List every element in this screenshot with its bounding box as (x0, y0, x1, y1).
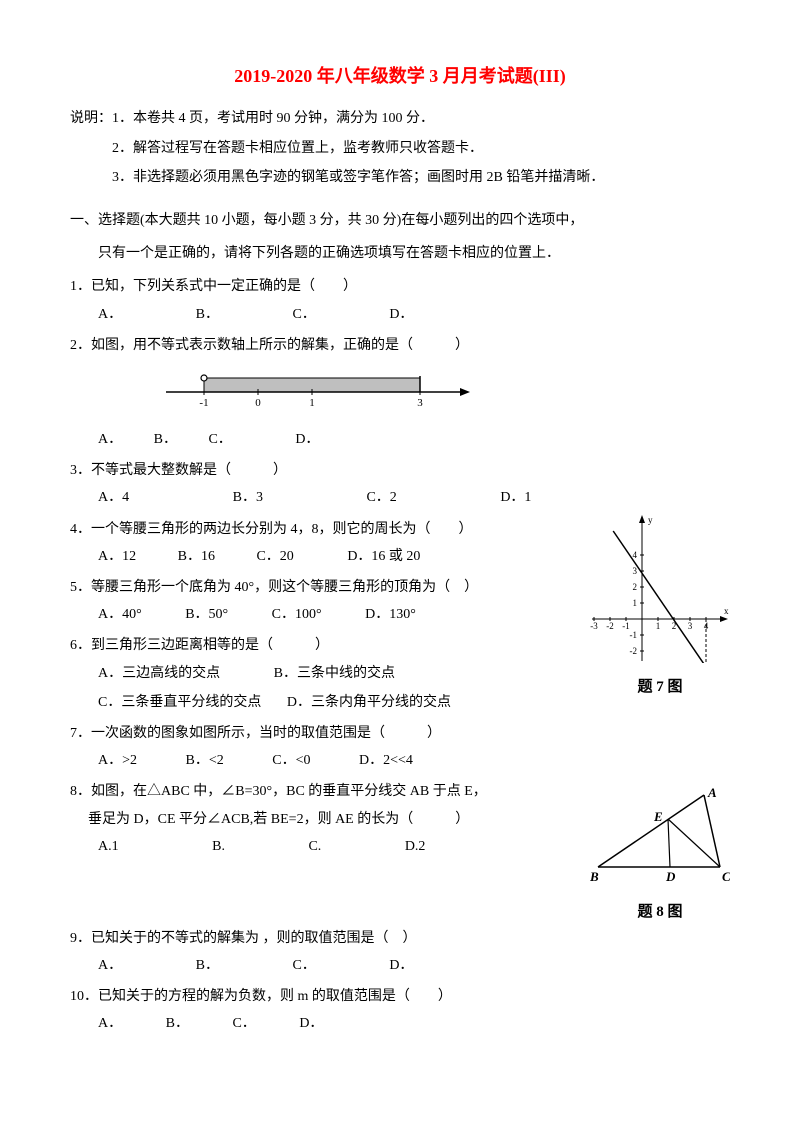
options: A．40° B．50° C．100° D．130° (70, 602, 730, 627)
options: A.1 B. C. D.2 (70, 834, 730, 859)
options: A． B． C． D． (70, 302, 730, 327)
options: A． B． C． D． (70, 427, 730, 452)
option-b: B． (166, 1011, 189, 1036)
option-c: C． (292, 302, 315, 327)
svg-text:C: C (722, 869, 730, 884)
question-text: 垂足为 D，CE 平分∠ACB,若 BE=2，则 AE 的长为（ ） (70, 807, 730, 832)
option-c: C．三条垂直平分线的交点 (98, 690, 261, 715)
option-d: D． (295, 427, 319, 452)
page-title: 2019-2020 年八年级数学 3 月月考试题(III) (70, 60, 730, 92)
option-d: D．三条内角平分线的交点 (287, 690, 451, 715)
question-10: 10．已知关于的方程的解为负数，则 m 的取值范围是（ ） A． B． C． D… (70, 984, 730, 1036)
option-a: A．40° (98, 602, 142, 627)
section-header: 一、选择题(本大题共 10 小题，每小题 3 分，共 30 分)在每小题列出的四… (70, 208, 730, 266)
question-text: 3．不等式最大整数解是（ ） (70, 458, 730, 483)
options: A．>2 B．<2 C．<0 D．2<<4 (70, 748, 730, 773)
options: A． B． C． D． (70, 1011, 730, 1036)
question-1: 1．已知，下列关系式中一定正确的是（ ） A． B． C． D． (70, 274, 730, 326)
option-a: A． (98, 302, 122, 327)
svg-text:3: 3 (417, 397, 423, 408)
option-c: C． (232, 1011, 255, 1036)
options: C．三条垂直平分线的交点 D．三条内角平分线的交点 (70, 690, 730, 715)
figure-label: 题 8 图 (590, 899, 730, 926)
option-c: C．100° (272, 602, 322, 627)
question-7: 7．一次函数的图象如图所示，当时的取值范围是（ ） A．>2 B．<2 C．<0… (70, 721, 730, 773)
option-d: D．16 或 20 (347, 544, 420, 569)
question-text: 2．如图，用不等式表示数轴上所示的解集，正确的是（ ） (70, 333, 730, 358)
instruction-line: 说明：1．本卷共 4 页，考试用时 90 分钟，满分为 100 分． (70, 106, 730, 131)
question-6: 6．到三角形三边距离相等的是（ ） A．三边高线的交点 B．三条中线的交点 C．… (70, 633, 730, 715)
svg-text:D: D (665, 869, 676, 884)
option-b: B． (196, 953, 219, 978)
options: A．4 B．3 C．2 D．1 (70, 485, 730, 510)
option-b: B．3 (233, 485, 263, 510)
option-a: A．12 (98, 544, 136, 569)
option-c: C． (292, 953, 315, 978)
options: A． B． C． D． (70, 953, 730, 978)
section-header-line: 一、选择题(本大题共 10 小题，每小题 3 分，共 30 分)在每小题列出的四… (70, 208, 730, 233)
option-b: B．16 (178, 544, 215, 569)
option-a: A． (98, 1011, 122, 1036)
options: A．12 B．16 C．20 D．16 或 20 (70, 544, 730, 569)
option-b: B． (154, 427, 177, 452)
number-line-figure: -1 0 1 3 (70, 364, 730, 417)
option-a: A．>2 (98, 748, 137, 773)
svg-text:0: 0 (255, 397, 261, 408)
question-text: 8．如图，在△ABC 中，∠B=30°，BC 的垂直平分线交 AB 于点 E， (70, 779, 730, 804)
option-d: D． (389, 953, 413, 978)
question-text: 6．到三角形三边距离相等的是（ ） (70, 633, 730, 658)
option-d: D．1 (500, 485, 531, 510)
option-c: C．2 (366, 485, 396, 510)
option-c: C. (308, 834, 321, 859)
option-d: D．2<<4 (359, 748, 413, 773)
question-text: 10．已知关于的方程的解为负数，则 m 的取值范围是（ ） (70, 984, 730, 1009)
option-a: A．三边高线的交点 (98, 661, 220, 686)
question-3: 3．不等式最大整数解是（ ） A．4 B．3 C．2 D．1 (70, 458, 730, 510)
option-d: D.2 (405, 834, 426, 859)
option-b: B．50° (185, 602, 228, 627)
option-a: A． (98, 953, 122, 978)
option-a: A．4 (98, 485, 129, 510)
option-a: A． (98, 427, 122, 452)
instruction-line: 3．非选择题必须用黑色字迹的钢笔或签字笔作答；画图时用 2B 铅笔并描清晰． (70, 165, 730, 190)
question-text: 5．等腰三角形一个底角为 40°，则这个等腰三角形的顶角为（ ） (70, 575, 730, 600)
section-header-line: 只有一个是正确的，请将下列各题的正确选项填写在答题卡相应的位置上． (70, 241, 730, 266)
instructions-block: 说明：1．本卷共 4 页，考试用时 90 分钟，满分为 100 分． 2．解答过… (70, 106, 730, 190)
svg-text:-1: -1 (199, 397, 208, 408)
question-4: 4．一个等腰三角形的两边长分别为 4，8，则它的周长为（ ） A．12 B．16… (70, 517, 730, 569)
option-d: D．130° (365, 602, 416, 627)
question-text: 9．已知关于的不等式的解集为 ，则的取值范围是（ ） (70, 926, 730, 951)
question-2: 2．如图，用不等式表示数轴上所示的解集，正确的是（ ） -1 0 1 3 A． B． … (70, 333, 730, 453)
question-text: 4．一个等腰三角形的两边长分别为 4，8，则它的周长为（ ） (70, 517, 730, 542)
option-a: A.1 (98, 834, 119, 859)
number-line-icon: -1 0 1 3 (154, 364, 474, 408)
option-b: B． (196, 302, 219, 327)
instruction-line: 2．解答过程写在答题卡相应位置上，监考教师只收答题卡． (70, 136, 730, 161)
option-c: C．20 (256, 544, 293, 569)
question-text: 7．一次函数的图象如图所示，当时的取值范围是（ ） (70, 721, 730, 746)
option-b: B．<2 (186, 748, 224, 773)
option-c: C．<0 (272, 748, 310, 773)
option-d: D． (299, 1011, 323, 1036)
option-b: B. (212, 834, 225, 859)
question-text: 1．已知，下列关系式中一定正确的是（ ） (70, 274, 730, 299)
svg-text:B: B (590, 869, 599, 884)
option-b: B．三条中线的交点 (274, 661, 395, 686)
question-5: 5．等腰三角形一个底角为 40°，则这个等腰三角形的顶角为（ ） A．40° B… (70, 575, 730, 627)
options: A．三边高线的交点 B．三条中线的交点 (70, 661, 730, 686)
option-d: D． (389, 302, 413, 327)
option-c: C． (208, 427, 231, 452)
question-8: 8．如图，在△ABC 中，∠B=30°，BC 的垂直平分线交 AB 于点 E， … (70, 779, 730, 859)
svg-text:1: 1 (309, 397, 315, 408)
question-9: 9．已知关于的不等式的解集为 ，则的取值范围是（ ） A． B． C． D． (70, 926, 730, 978)
